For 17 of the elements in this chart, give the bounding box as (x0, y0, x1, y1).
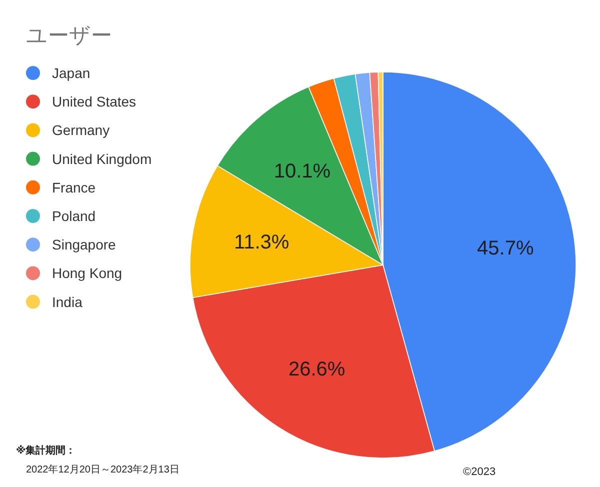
data-label: 26.6% (288, 358, 346, 380)
legend-label: India (52, 294, 83, 310)
legend-label: Japan (52, 65, 90, 81)
legend-label: United States (52, 94, 136, 110)
data-label: 10.1% (274, 160, 331, 183)
legend-label: Hong Kong (52, 265, 122, 282)
legend-label: France (52, 179, 96, 196)
text: ©2023 (463, 466, 496, 478)
legend-label: United Kingdom (52, 150, 152, 167)
data-label: 45.7% (477, 237, 534, 260)
legend-label: Germany (52, 122, 110, 138)
legend-label: Singapore (52, 236, 116, 253)
text: 2022年12月20日～2023年2月13日 (26, 464, 180, 476)
legend-label: Poland (52, 208, 96, 224)
data-label: 11.3% (234, 231, 290, 254)
text: ※集計期間： (16, 444, 76, 456)
chart-title: ユーザー (26, 24, 112, 48)
